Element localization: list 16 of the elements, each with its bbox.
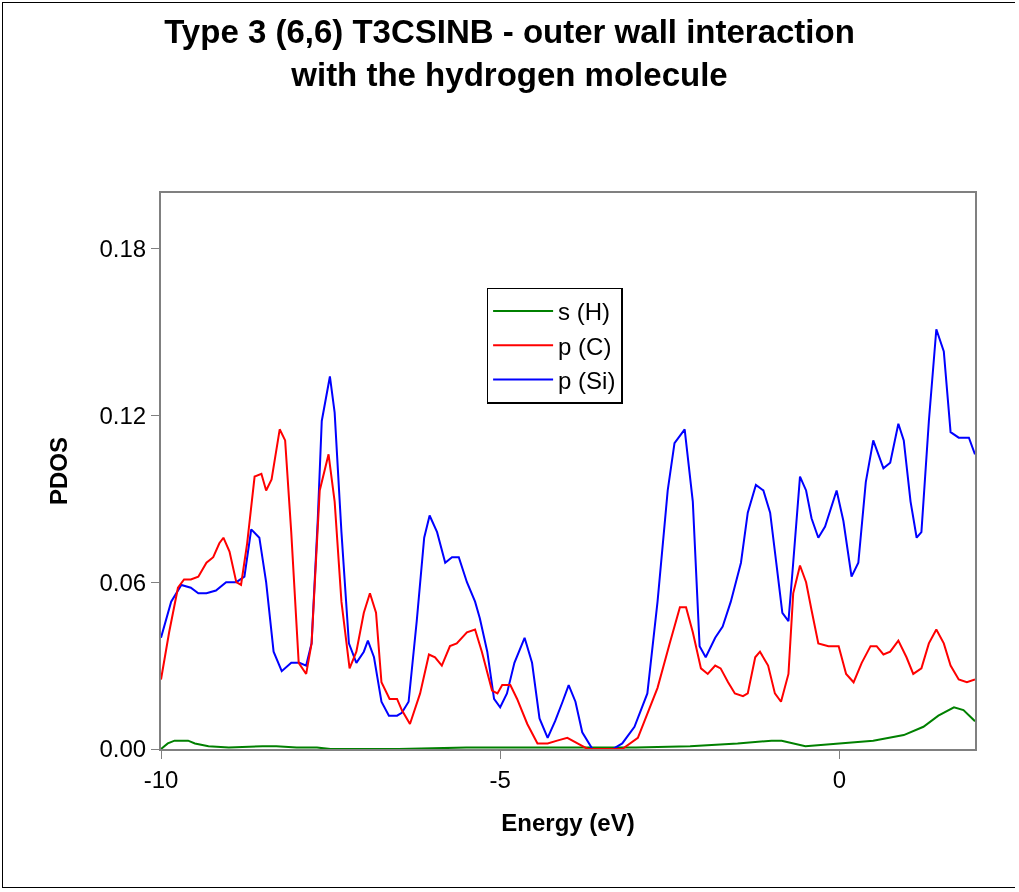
legend-label: p (C) [558, 332, 612, 360]
y-tick-label: 0.12 [99, 401, 147, 429]
x-tick-label: -10 [143, 765, 179, 793]
line-series [161, 428, 975, 749]
line-series [161, 328, 975, 749]
y-tick-label: 0.00 [99, 735, 147, 763]
x-tick-label: 0 [832, 765, 847, 793]
x-tick-label: -5 [489, 765, 511, 793]
y-axis-title: PDOS [45, 436, 73, 506]
y-tick-label: 0.06 [99, 568, 147, 596]
x-axis-title: Energy (eV) [501, 808, 635, 836]
chart-title: Type 3 (6,6) T3CSINB - outer wall interaction with the hydrogen molecule [164, 12, 855, 93]
line-series [161, 706, 975, 749]
legend-label: p (Si) [558, 366, 616, 394]
y-tick-label: 0.18 [99, 235, 147, 262]
legend-label: s (H) [558, 298, 611, 326]
